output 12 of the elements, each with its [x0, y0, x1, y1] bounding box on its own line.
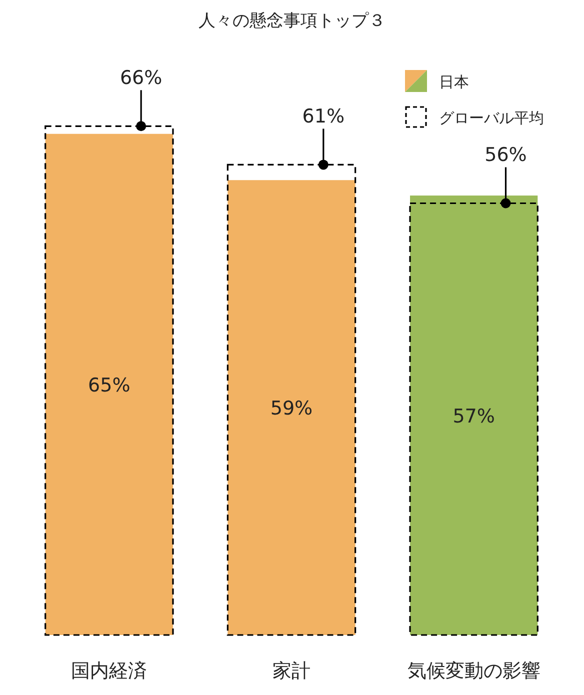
legend-label: グローバル平均: [439, 109, 544, 127]
data-label: 59%: [270, 398, 313, 420]
data-label: 56%: [484, 144, 527, 166]
data-label: 57%: [452, 405, 495, 428]
data-label: 66%: [120, 67, 162, 90]
x-tick-label: 家計: [272, 660, 310, 682]
legend-label: 日本: [439, 73, 469, 91]
x-tick-label: 気候変動の影響: [407, 660, 540, 682]
chart-title: 人々の懸念事項トップ３: [198, 11, 386, 31]
data-label: 65%: [88, 374, 130, 396]
data-label: 61%: [302, 106, 345, 128]
x-tick-label: 国内経済: [71, 660, 148, 682]
